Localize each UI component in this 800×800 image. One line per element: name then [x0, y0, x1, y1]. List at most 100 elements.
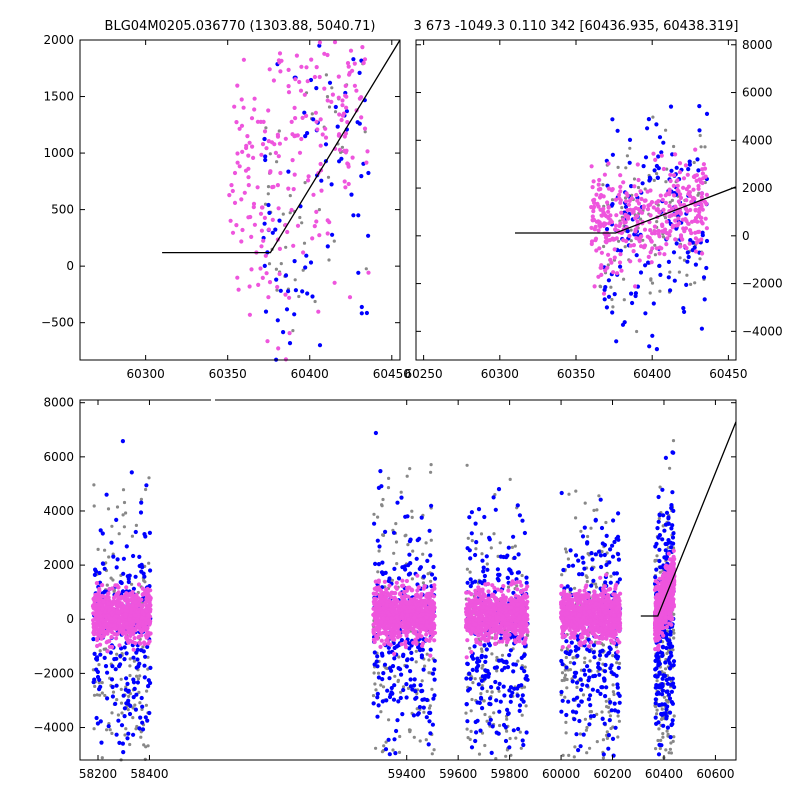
data-point-grey	[430, 687, 434, 691]
data-point-pink	[633, 284, 638, 289]
data-point-blue	[597, 666, 602, 671]
data-point-blue	[697, 104, 702, 109]
data-point-pink	[673, 218, 678, 223]
data-point-grey	[387, 718, 391, 722]
data-point-grey	[604, 520, 608, 525]
data-point-pink	[277, 271, 282, 277]
data-point-grey	[611, 305, 615, 309]
data-point-grey	[584, 728, 589, 732]
data-point-pink	[309, 57, 314, 62]
data-point-pink	[671, 183, 676, 188]
data-point-blue	[396, 576, 402, 581]
data-point-pink	[703, 216, 708, 221]
data-point-pink	[645, 234, 650, 239]
data-point-pink	[693, 147, 698, 152]
data-point-pink	[276, 346, 281, 351]
data-point-blue	[356, 270, 361, 275]
data-point-blue	[672, 278, 677, 283]
data-point-pink	[336, 74, 341, 79]
data-point-pink	[677, 161, 683, 166]
data-point-blue	[588, 714, 594, 719]
data-point-blue	[139, 500, 144, 505]
data-point-blue	[622, 320, 627, 325]
data-point-blue	[494, 730, 499, 735]
data-point-grey	[573, 586, 577, 590]
data-point-blue	[395, 500, 400, 505]
data-point-pink	[652, 224, 658, 229]
data-point-blue	[693, 262, 699, 267]
data-point-blue	[126, 576, 131, 582]
data-point-pink	[271, 184, 276, 189]
data-point-blue	[399, 638, 404, 643]
data-point-blue	[413, 696, 418, 701]
data-point-grey	[134, 727, 138, 731]
data-point-blue	[374, 659, 379, 664]
data-point-grey	[146, 655, 150, 659]
data-point-blue	[486, 674, 491, 679]
data-point-blue	[278, 288, 283, 293]
data-point-pink	[262, 215, 267, 220]
data-point-grey	[495, 669, 499, 673]
data-point-blue	[520, 693, 525, 698]
data-point-pink	[362, 57, 368, 62]
scatter-points-bottom	[90, 430, 677, 762]
data-point-blue	[657, 512, 662, 517]
data-point-blue	[120, 589, 126, 594]
data-point-grey	[616, 714, 620, 718]
ticks-top-right: 60250 60300 60350 60400 60450−4000−200002000…	[405, 38, 783, 381]
data-point-pink	[318, 117, 323, 122]
data-point-pink	[260, 275, 265, 280]
data-point-grey	[122, 500, 127, 505]
data-point-pink	[262, 129, 268, 134]
data-point-blue	[99, 740, 104, 745]
data-point-grey	[655, 554, 659, 558]
data-point-grey	[672, 631, 676, 635]
data-point-blue	[389, 668, 394, 673]
data-point-blue	[420, 647, 425, 652]
data-point-blue	[695, 157, 700, 162]
data-point-grey	[665, 729, 669, 733]
data-point-pink	[316, 309, 321, 314]
data-point-blue	[663, 455, 669, 460]
data-point-blue	[128, 703, 133, 709]
data-point-blue	[411, 713, 416, 718]
data-point-grey	[699, 145, 703, 149]
data-point-blue	[487, 721, 492, 726]
data-point-blue	[510, 534, 516, 539]
data-point-pink	[357, 96, 362, 101]
data-point-grey	[414, 649, 418, 653]
data-point-blue	[110, 684, 115, 690]
data-point-blue	[657, 671, 662, 676]
data-point-blue	[311, 117, 316, 122]
data-point-blue	[559, 490, 564, 496]
data-point-grey	[497, 689, 501, 693]
data-point-blue	[407, 552, 412, 557]
data-point-blue	[404, 664, 409, 669]
data-point-pink	[636, 237, 641, 242]
data-point-blue	[612, 701, 617, 706]
data-point-blue	[593, 552, 598, 557]
data-point-grey	[418, 739, 422, 743]
data-point-blue	[581, 560, 586, 565]
data-point-pink	[314, 119, 319, 124]
data-point-pink	[676, 199, 682, 204]
data-point-pink	[612, 255, 617, 260]
data-point-blue	[657, 135, 663, 140]
data-point-blue	[262, 136, 267, 142]
data-point-pink	[343, 185, 348, 190]
data-point-blue	[586, 697, 592, 702]
data-point-pink	[618, 173, 623, 178]
data-point-blue	[668, 641, 673, 646]
data-point-blue	[580, 534, 586, 539]
data-point-blue	[505, 665, 511, 670]
data-point-grey	[664, 128, 668, 132]
data-point-blue	[114, 517, 119, 523]
data-point-blue	[145, 718, 150, 723]
data-point-pink	[696, 186, 701, 191]
data-point-blue	[681, 306, 686, 311]
data-point-blue	[623, 204, 629, 209]
data-point-pink	[611, 270, 616, 275]
data-point-pink	[232, 104, 237, 109]
data-point-blue	[266, 202, 271, 208]
data-point-pink	[594, 219, 599, 224]
